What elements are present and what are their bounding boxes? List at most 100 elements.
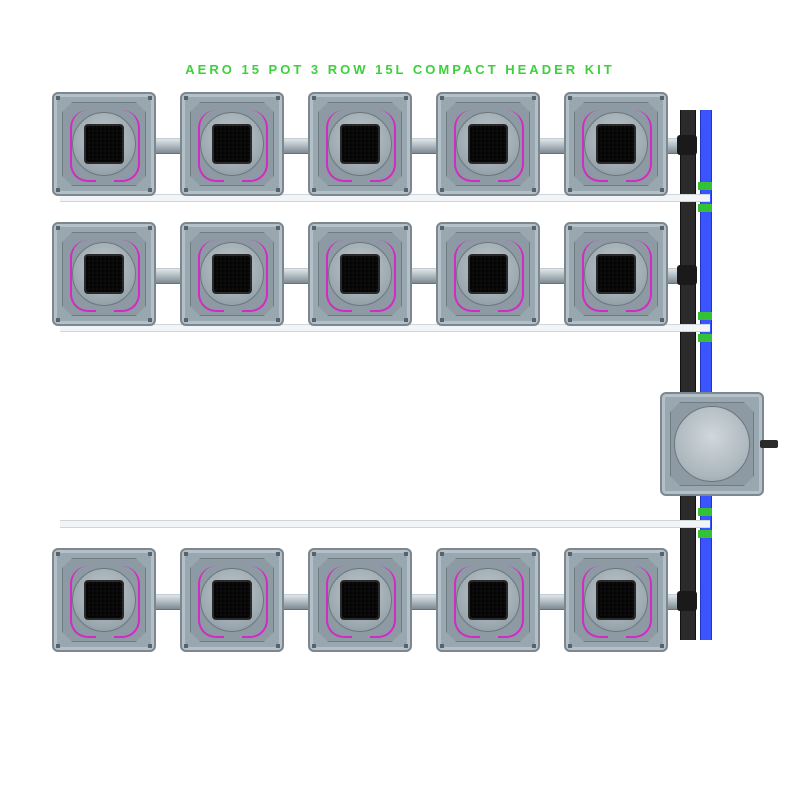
pot	[180, 548, 284, 652]
pot	[436, 548, 540, 652]
green-coupling	[698, 182, 712, 190]
pot-corner	[660, 188, 664, 192]
pot	[180, 92, 284, 196]
pot-corner	[276, 188, 280, 192]
pot	[180, 222, 284, 326]
pot-corner	[312, 96, 316, 100]
micro-tube	[326, 110, 352, 182]
micro-tube	[454, 240, 480, 312]
pot	[436, 222, 540, 326]
pot-corner	[148, 318, 152, 322]
micro-tube	[242, 110, 268, 182]
pot-corner	[184, 644, 188, 648]
green-coupling	[698, 312, 712, 320]
micro-tube	[326, 566, 352, 638]
pot-corner	[440, 644, 444, 648]
row-junction	[677, 265, 697, 285]
pot	[564, 222, 668, 326]
pot-corner	[56, 188, 60, 192]
micro-tube	[242, 240, 268, 312]
micro-tube	[70, 240, 96, 312]
micro-tube	[626, 110, 652, 182]
pot-corner	[56, 552, 60, 556]
pot-corner	[660, 96, 664, 100]
pot-corner	[312, 226, 316, 230]
pot	[308, 222, 412, 326]
pot-corner	[568, 226, 572, 230]
pot-corner	[276, 552, 280, 556]
header-module-port	[760, 440, 778, 448]
pot-corner	[404, 188, 408, 192]
pot-corner	[56, 226, 60, 230]
pot-corner	[440, 318, 444, 322]
micro-tube	[114, 110, 140, 182]
micro-tube	[582, 566, 608, 638]
pot-corner	[660, 552, 664, 556]
micro-tube	[114, 240, 140, 312]
micro-tube	[582, 110, 608, 182]
header-module-lid	[674, 406, 750, 482]
green-coupling	[698, 334, 712, 342]
pot-corner	[148, 226, 152, 230]
green-coupling	[698, 530, 712, 538]
micro-tube	[198, 566, 224, 638]
pot-corner	[184, 318, 188, 322]
micro-tube	[326, 240, 352, 312]
micro-tube	[626, 240, 652, 312]
micro-tube	[454, 110, 480, 182]
pot-corner	[312, 644, 316, 648]
pot-corner	[404, 644, 408, 648]
pot-corner	[276, 318, 280, 322]
pot-corner	[184, 188, 188, 192]
micro-tube	[498, 240, 524, 312]
micro-tube	[370, 240, 396, 312]
pot-corner	[440, 96, 444, 100]
pot-corner	[532, 188, 536, 192]
micro-tube	[114, 566, 140, 638]
pot-corner	[312, 552, 316, 556]
pot-corner	[148, 188, 152, 192]
pot-corner	[440, 226, 444, 230]
pot-corner	[276, 226, 280, 230]
pot-corner	[148, 96, 152, 100]
micro-tube	[198, 110, 224, 182]
pot-corner	[568, 552, 572, 556]
diagram-title: AERO 15 POT 3 ROW 15L COMPACT HEADER KIT	[0, 62, 800, 77]
micro-tube	[498, 110, 524, 182]
pot-corner	[404, 226, 408, 230]
green-coupling	[698, 508, 712, 516]
pot-corner	[184, 226, 188, 230]
pot-corner	[660, 226, 664, 230]
row-pipe-thin	[60, 520, 710, 528]
green-coupling	[698, 204, 712, 212]
micro-tube	[70, 566, 96, 638]
pot-corner	[568, 188, 572, 192]
pot-corner	[56, 318, 60, 322]
micro-tube	[198, 240, 224, 312]
micro-tube	[70, 110, 96, 182]
micro-tube	[626, 566, 652, 638]
pot-corner	[312, 188, 316, 192]
pot-corner	[568, 318, 572, 322]
pot-corner	[532, 552, 536, 556]
header-module	[660, 392, 764, 496]
pot-corner	[532, 96, 536, 100]
pot	[52, 92, 156, 196]
pot-corner	[404, 552, 408, 556]
pot-corner	[312, 318, 316, 322]
pot	[564, 92, 668, 196]
pot	[308, 92, 412, 196]
pot	[308, 548, 412, 652]
pot-corner	[404, 96, 408, 100]
pot-corner	[532, 644, 536, 648]
pot-corner	[660, 318, 664, 322]
header-pipe-black	[680, 110, 696, 640]
pot-corner	[148, 552, 152, 556]
pot-corner	[276, 96, 280, 100]
pot-corner	[184, 552, 188, 556]
pot-corner	[532, 226, 536, 230]
pot	[436, 92, 540, 196]
row-junction	[677, 135, 697, 155]
pot-corner	[440, 552, 444, 556]
row-junction	[677, 591, 697, 611]
